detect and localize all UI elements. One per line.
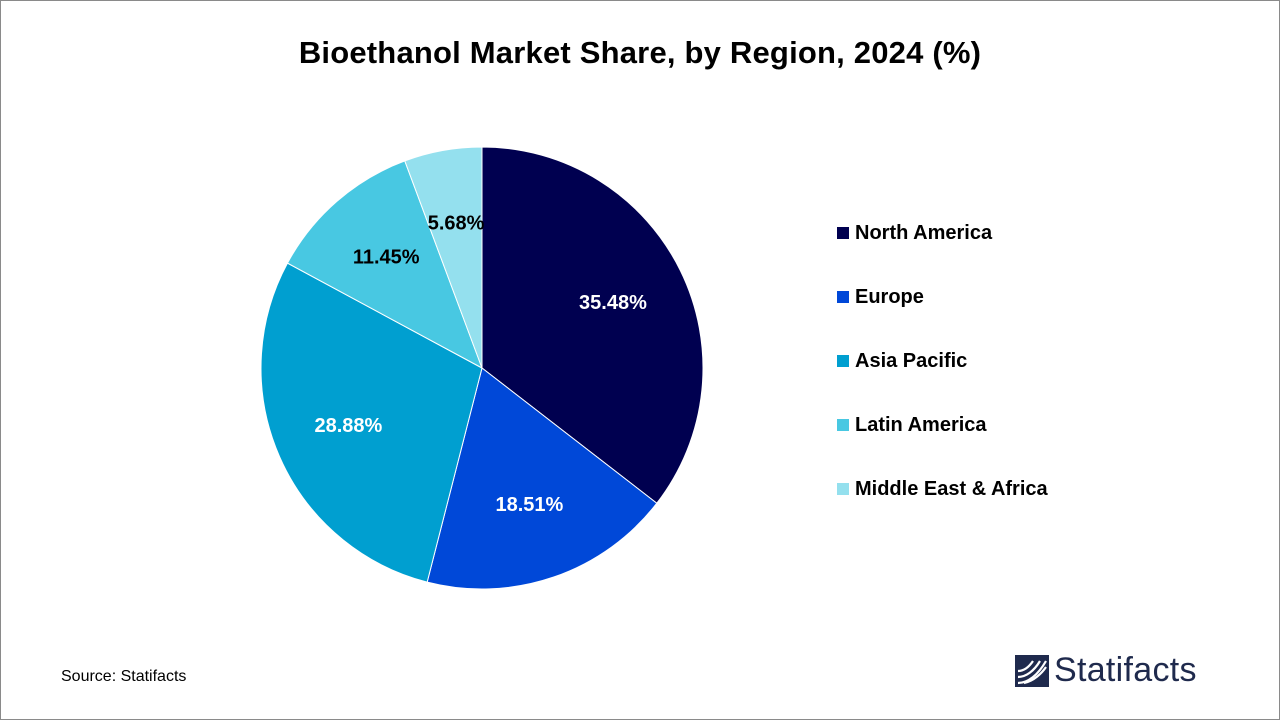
legend-swatch: [837, 419, 849, 431]
legend-item-asia-pacific: Asia Pacific: [837, 347, 1048, 375]
legend-item-north-america: North America: [837, 219, 1048, 247]
source-note: Source: Statifacts: [61, 668, 187, 685]
legend-item-latin-america: Latin America: [837, 411, 1048, 439]
data-label-latin-america: 11.45%: [353, 246, 420, 268]
pie-slice-middle-east-africa: [404, 146, 483, 369]
statifacts-logo-icon: [1015, 654, 1049, 687]
legend-label: Europe: [855, 286, 924, 308]
legend-label: Middle East & Africa: [855, 478, 1048, 500]
legend-item-europe: Europe: [837, 283, 1048, 311]
legend-label: Asia Pacific: [855, 350, 968, 372]
legend-item-middle-east-africa: Middle East & Africa: [837, 475, 1048, 503]
legend-label: Latin America: [855, 414, 987, 436]
data-label-asia-pacific: 28.88%: [314, 415, 382, 437]
legend-label: North America: [855, 222, 993, 244]
statifacts-logo: Statifacts: [1014, 651, 1197, 690]
legend-swatch: [837, 291, 849, 303]
pie-slice-latin-america: [286, 160, 483, 370]
pie-slice-europe: [426, 367, 658, 590]
data-label-north-america: 35.48%: [579, 292, 647, 314]
pie-slice-asia-pacific: [260, 262, 483, 583]
legend-swatch: [837, 355, 849, 367]
legend: North America Europe Asia Pacific Latin Ame…: [837, 219, 1048, 539]
legend-swatch: [837, 483, 849, 495]
data-label-middle-east-africa: 5.68%: [428, 213, 485, 235]
data-label-europe: 18.51%: [495, 494, 563, 516]
legend-swatch: [837, 227, 849, 239]
pie-slice-north-america: [481, 146, 704, 504]
chart-title: Bioethanol Market Share, by Region, 2024…: [298, 35, 982, 70]
logo-wordmark: Statifacts: [1054, 651, 1197, 689]
